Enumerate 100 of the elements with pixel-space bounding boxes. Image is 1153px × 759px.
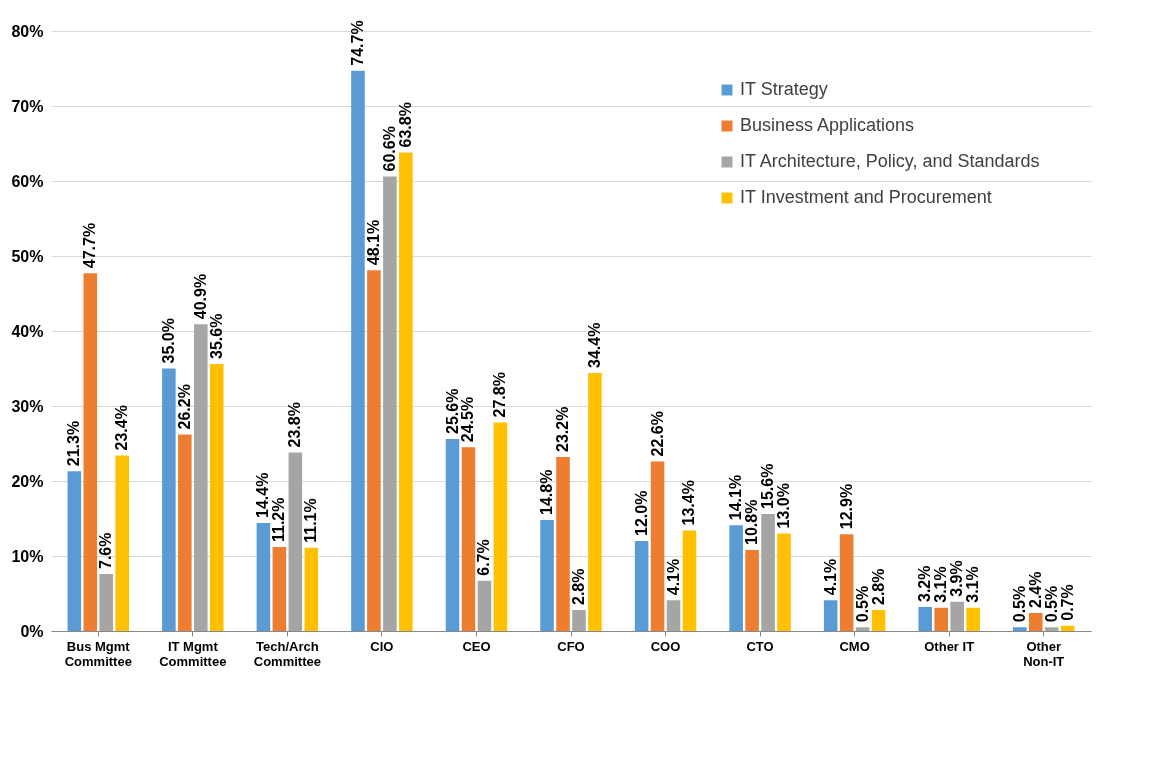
data-label: 6.7% xyxy=(475,539,493,576)
x-tick-label: CEO xyxy=(462,638,491,654)
data-label: 13.0% xyxy=(775,483,793,529)
data-label: 14.1% xyxy=(727,474,745,521)
bar xyxy=(162,368,176,631)
data-label: 63.8% xyxy=(396,102,414,148)
y-tick-label: 70% xyxy=(11,97,44,115)
data-label: 3.9% xyxy=(948,560,966,597)
bar xyxy=(461,447,476,631)
data-label: 60.6% xyxy=(380,126,398,172)
x-tick-label: CTO xyxy=(746,638,774,654)
data-label: 4.1% xyxy=(664,558,682,596)
data-label: 35.0% xyxy=(159,318,177,364)
bar xyxy=(588,373,602,631)
data-label: 21.3% xyxy=(65,420,83,467)
y-tick-label: 80% xyxy=(11,22,44,40)
bar xyxy=(729,525,743,631)
bar xyxy=(178,434,192,631)
data-label: 12.0% xyxy=(632,490,650,536)
data-label: 14.4% xyxy=(254,472,272,518)
data-label: 2.4% xyxy=(1026,571,1044,608)
y-tick-label: 20% xyxy=(11,472,44,490)
data-label: 7.6% xyxy=(97,532,115,569)
bar xyxy=(839,534,854,631)
bar xyxy=(383,176,397,631)
x-tick-label: CMO xyxy=(839,638,870,654)
data-label: 14.8% xyxy=(538,469,556,515)
y-tick-label: 30% xyxy=(11,397,44,415)
legend-label: IT Strategy xyxy=(740,79,828,99)
data-label: 0.5% xyxy=(1010,585,1028,623)
x-tick-label: Other Non-IT xyxy=(1023,638,1065,669)
data-label: 34.4% xyxy=(585,322,603,368)
data-label: 4.1% xyxy=(821,558,839,596)
bar xyxy=(272,547,287,631)
y-tick-label: 40% xyxy=(11,322,44,340)
legend-label: IT Investment and Procurement xyxy=(740,187,992,207)
data-label: 40.9% xyxy=(191,273,209,320)
bar xyxy=(950,601,964,631)
bar xyxy=(572,610,586,631)
data-label: 0.5% xyxy=(853,585,871,623)
x-tick-label: Bus Mgmt Committee xyxy=(64,638,132,669)
bar xyxy=(477,580,492,631)
data-label: 27.8% xyxy=(491,372,509,418)
data-label: 3.2% xyxy=(916,565,934,602)
bar xyxy=(761,514,775,631)
bar xyxy=(399,152,413,631)
bar xyxy=(209,364,224,631)
data-label: 11.1% xyxy=(302,498,320,543)
bar xyxy=(556,457,570,631)
bar xyxy=(1060,625,1075,631)
x-tick-label: CFO xyxy=(557,638,585,654)
data-label: 35.6% xyxy=(207,313,225,359)
data-label: 25.6% xyxy=(443,388,461,434)
bar xyxy=(918,607,933,631)
bar xyxy=(83,273,98,631)
data-label: 3.1% xyxy=(932,566,950,603)
bar xyxy=(650,461,665,631)
bar xyxy=(871,610,886,631)
data-label: 48.1% xyxy=(364,219,382,266)
y-tick-label: 50% xyxy=(11,247,44,265)
data-label: 23.4% xyxy=(113,405,131,451)
bar xyxy=(493,422,508,631)
bar xyxy=(777,533,791,631)
bar xyxy=(67,471,82,631)
y-tick-label: 10% xyxy=(11,547,44,565)
bar xyxy=(1028,613,1043,631)
legend-label: IT Architecture, Policy, and Standards xyxy=(740,151,1040,171)
x-tick-label: IT Mgmt Committee xyxy=(159,638,227,669)
bar xyxy=(1013,627,1027,631)
data-label: 24.5% xyxy=(459,396,477,443)
data-label: 2.8% xyxy=(569,568,587,605)
data-label: 11.2% xyxy=(270,497,288,542)
bar xyxy=(367,270,381,631)
data-label: 23.2% xyxy=(554,406,572,452)
bar xyxy=(194,324,208,631)
x-tick-label: Other IT xyxy=(924,638,975,654)
x-tick-label: Tech/Arch Committee xyxy=(253,638,321,669)
bar xyxy=(351,70,365,631)
data-label: 26.2% xyxy=(175,384,193,430)
data-label: 13.4% xyxy=(680,480,698,526)
bar xyxy=(666,600,681,631)
bar xyxy=(115,455,129,631)
data-label: 0.7% xyxy=(1058,584,1076,621)
bar xyxy=(966,607,980,631)
bar xyxy=(855,627,870,631)
data-label: 3.1% xyxy=(964,566,982,603)
data-label: 2.8% xyxy=(869,568,887,605)
bar xyxy=(540,520,554,631)
data-label: 47.7% xyxy=(81,222,99,269)
data-label: 0.5% xyxy=(1042,585,1060,623)
bar xyxy=(682,530,697,631)
bar xyxy=(634,541,649,631)
legend-label: Business Applications xyxy=(740,115,915,135)
bar xyxy=(256,523,271,631)
bar xyxy=(304,547,319,631)
y-tick-label: 60% xyxy=(11,172,44,190)
y-tick-label: 0% xyxy=(20,622,44,640)
bar xyxy=(934,607,948,631)
data-label: 10.8% xyxy=(743,499,761,545)
bar xyxy=(823,600,838,631)
